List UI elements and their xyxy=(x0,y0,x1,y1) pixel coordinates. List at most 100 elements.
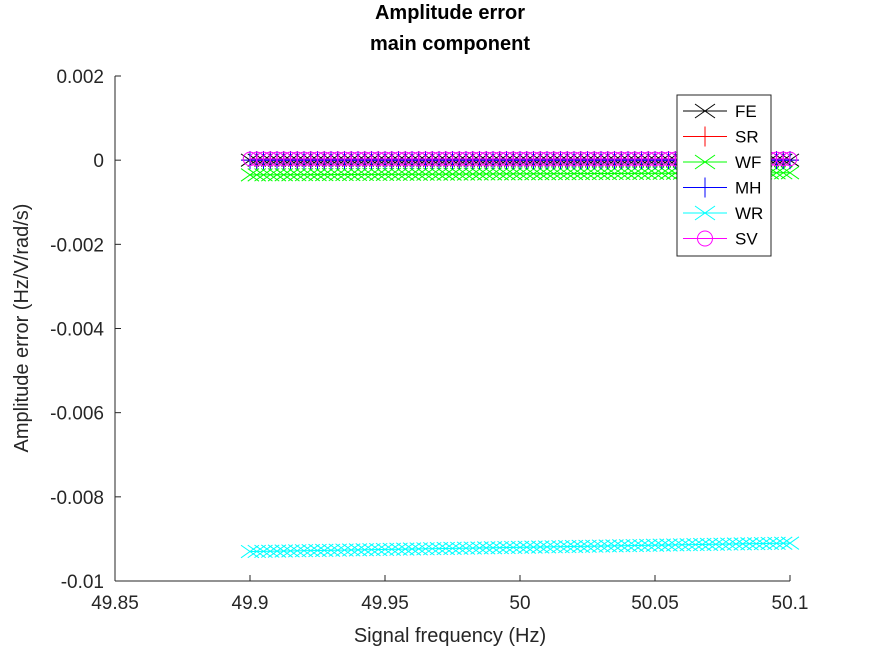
y-tick-label: -0.008 xyxy=(50,488,104,509)
data-point xyxy=(456,541,476,555)
data-point xyxy=(611,166,631,181)
data-point xyxy=(254,168,273,182)
data-point xyxy=(247,168,267,182)
legend-marker xyxy=(694,154,716,170)
y-axis-label: Amplitude error (Hz/V/rad/s) xyxy=(11,204,33,453)
legend-label: MH xyxy=(735,179,761,198)
data-point xyxy=(436,167,456,181)
data-point xyxy=(773,536,793,550)
data-point xyxy=(557,539,577,554)
data-point xyxy=(470,541,489,555)
x-tick-label: 49.95 xyxy=(361,593,409,614)
legend-marker xyxy=(695,177,715,198)
data-point xyxy=(571,166,591,181)
data-point xyxy=(301,167,321,182)
data-point xyxy=(308,543,327,558)
data-point xyxy=(476,167,496,181)
data-point xyxy=(638,166,658,181)
data-point xyxy=(274,544,294,558)
data-point xyxy=(699,537,719,552)
data-point xyxy=(422,541,442,556)
data-point xyxy=(368,542,388,557)
chart-subtitle: main component xyxy=(370,33,530,55)
data-point xyxy=(260,544,280,558)
y-tick-label: 0.002 xyxy=(56,67,104,88)
x-axis-label: Signal frequency (Hz) xyxy=(354,625,546,647)
data-point xyxy=(247,544,267,559)
data-point xyxy=(510,167,530,181)
legend-marker xyxy=(694,205,716,221)
data-point xyxy=(625,166,645,181)
legend-item-wf: WF xyxy=(683,153,761,172)
y-tick-label: -0.002 xyxy=(50,235,104,256)
data-point xyxy=(321,543,341,557)
legend-label: FE xyxy=(735,102,757,121)
data-point xyxy=(456,167,476,181)
data-point xyxy=(524,540,543,554)
data-point xyxy=(395,167,415,182)
data-point xyxy=(436,541,456,556)
data-point xyxy=(429,167,449,181)
legend-item-sr: SR xyxy=(683,126,759,147)
data-point xyxy=(443,541,462,556)
data-point xyxy=(773,166,793,180)
legend-marker xyxy=(695,126,715,147)
data-point xyxy=(544,540,564,554)
data-point xyxy=(463,167,483,181)
data-point xyxy=(537,540,557,554)
data-point xyxy=(254,544,273,559)
data-point xyxy=(314,543,334,558)
data-point xyxy=(780,166,800,180)
data-point xyxy=(746,536,766,551)
data-point xyxy=(510,540,530,555)
legend-item-wr: WR xyxy=(683,204,763,223)
legend-label: SV xyxy=(735,230,758,249)
y-tick-label: 0 xyxy=(93,151,104,172)
y-axis-ticks: 0.002 0 -0.002 -0.004 -0.006 -0.008 -0.01 xyxy=(50,67,121,593)
data-point xyxy=(625,538,645,553)
legend-box xyxy=(676,94,772,257)
data-point xyxy=(395,542,415,556)
data-point xyxy=(605,539,624,553)
data-point xyxy=(517,167,537,181)
data-point xyxy=(267,544,287,558)
data-point xyxy=(321,167,341,182)
data-point xyxy=(294,167,314,182)
y-tick-label: -0.01 xyxy=(61,572,104,593)
data-point xyxy=(665,538,685,552)
data-point xyxy=(652,538,672,552)
data-point xyxy=(267,168,287,182)
x-tick-label: 49.85 xyxy=(91,593,139,614)
data-point xyxy=(645,166,665,181)
data-point xyxy=(260,168,280,182)
data-point xyxy=(409,542,429,556)
data-point xyxy=(767,536,786,551)
data-point xyxy=(544,167,564,181)
data-point xyxy=(497,540,516,555)
data-point xyxy=(753,536,773,551)
data-point xyxy=(402,542,422,556)
legend-marker xyxy=(694,103,716,119)
chart-title: Amplitude error xyxy=(375,2,525,24)
data-point xyxy=(706,537,726,551)
data-point xyxy=(503,167,523,181)
data-point xyxy=(652,166,672,181)
data-point xyxy=(389,167,408,182)
data-point xyxy=(598,166,618,181)
data-point xyxy=(240,544,260,559)
data-point xyxy=(375,167,395,182)
data-point xyxy=(564,539,584,554)
data-point xyxy=(422,167,442,181)
y-tick-label: -0.006 xyxy=(50,404,104,425)
data-point xyxy=(355,167,375,182)
data-point xyxy=(281,168,300,182)
data-point xyxy=(341,167,361,182)
data-point xyxy=(686,537,705,552)
data-point xyxy=(530,540,550,554)
data-point xyxy=(429,541,449,556)
data-point xyxy=(551,539,570,554)
data-point xyxy=(632,538,651,553)
data-point xyxy=(659,538,678,552)
data-point xyxy=(341,543,361,557)
